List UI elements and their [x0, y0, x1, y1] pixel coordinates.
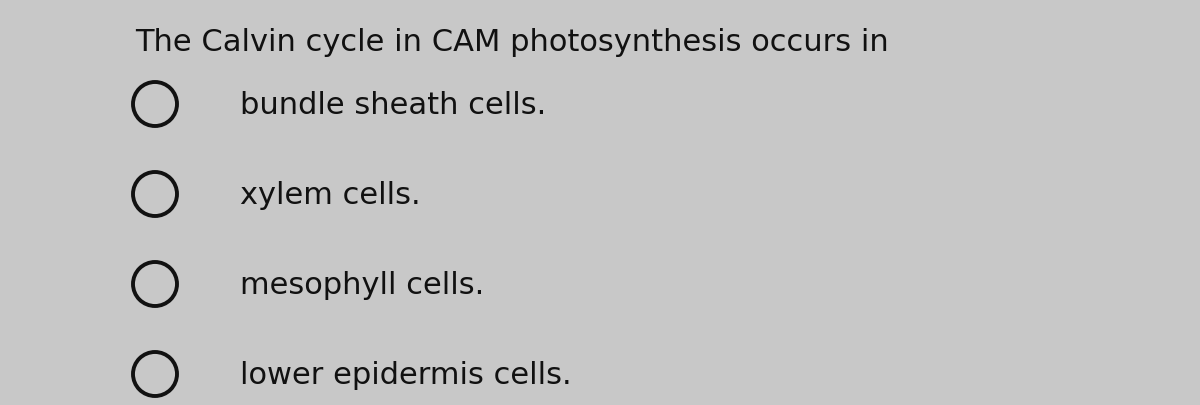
Circle shape	[133, 83, 178, 127]
Text: xylem cells.: xylem cells.	[240, 180, 421, 209]
Circle shape	[133, 173, 178, 216]
Text: bundle sheath cells.: bundle sheath cells.	[240, 90, 546, 119]
Text: The Calvin cycle in CAM photosynthesis occurs in: The Calvin cycle in CAM photosynthesis o…	[134, 28, 889, 57]
Circle shape	[133, 262, 178, 306]
Text: mesophyll cells.: mesophyll cells.	[240, 270, 485, 299]
Circle shape	[133, 352, 178, 396]
Text: lower epidermis cells.: lower epidermis cells.	[240, 360, 571, 388]
